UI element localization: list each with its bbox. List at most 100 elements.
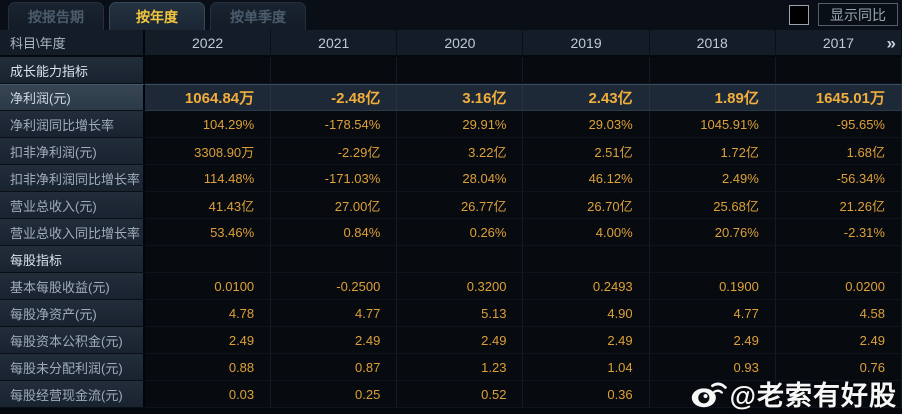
table-cell [145, 246, 272, 273]
table-cell [397, 57, 524, 84]
table-row-label[interactable]: 净利润(元) [0, 84, 145, 111]
table-cell [649, 246, 776, 273]
table-row-label[interactable]: 每股经营现金流(元) [0, 381, 145, 408]
table-cell [271, 246, 398, 273]
table-cell: 0.52 [397, 381, 524, 408]
table-cell [397, 246, 524, 273]
table-cell: 4.77 [649, 300, 776, 327]
more-columns-icon[interactable]: » [886, 33, 896, 52]
table-cell [271, 57, 398, 84]
table-row-label[interactable]: 营业总收入(元) [0, 192, 145, 219]
table-cell: 26.70亿 [523, 192, 650, 219]
table-cell: 2.49% [649, 165, 776, 192]
table-cell: -171.03% [271, 165, 398, 192]
year-column-header-2017[interactable]: 2017» [775, 30, 902, 57]
table-cell: 20.76% [649, 219, 776, 246]
table-row-label[interactable]: 每股资本公积金(元) [0, 327, 145, 354]
table-cell: 0.0100 [145, 273, 272, 300]
table-cell: 25.68亿 [649, 192, 776, 219]
table-cell: 4.58 [775, 300, 902, 327]
table-row-label[interactable]: 扣非净利润同比增长率 [0, 165, 145, 192]
table-cell: 0.03 [145, 381, 272, 408]
table-cell: 46.12% [523, 165, 650, 192]
table-cell: 1.23 [397, 354, 524, 381]
table-cell [775, 381, 902, 408]
table-cell: 2.43亿 [523, 84, 650, 111]
table-cell: 1064.84万 [145, 84, 272, 111]
table-cell [523, 57, 650, 84]
table-cell: -0.2500 [271, 273, 398, 300]
table-cell: 0.2493 [523, 273, 650, 300]
table-cell: 2.49 [523, 327, 650, 354]
tab-bar: 按报告期 按年度 按单季度 显示同比 [0, 0, 902, 30]
table-cell: 0.1900 [649, 273, 776, 300]
show-yoy-control: 显示同比 [789, 3, 898, 26]
table-cell: 4.90 [523, 300, 650, 327]
year-column-header-2020[interactable]: 2020 [397, 30, 524, 57]
table-row-label[interactable]: 净利润同比增长率 [0, 111, 145, 138]
table-cell [649, 381, 776, 408]
table-cell: 2.49 [145, 327, 272, 354]
table-row-label[interactable]: 营业总收入同比增长率 [0, 219, 145, 246]
table-cell: 4.00% [523, 219, 650, 246]
table-cell: 21.26亿 [775, 192, 902, 219]
table-cell: 29.91% [397, 111, 524, 138]
table-cell: 28.04% [397, 165, 524, 192]
table-cell: 0.25 [271, 381, 398, 408]
table-cell: 2.49 [397, 327, 524, 354]
corner-header: 科目\年度 [0, 30, 145, 57]
table-cell: 1.72亿 [649, 138, 776, 165]
year-column-header-2022[interactable]: 2022 [145, 30, 272, 57]
table-cell [775, 246, 902, 273]
table-cell: -178.54% [271, 111, 398, 138]
table-cell [649, 57, 776, 84]
tab-annual[interactable]: 按年度 [109, 2, 205, 30]
year-column-header-2021[interactable]: 2021 [271, 30, 398, 57]
table-cell: 26.77亿 [397, 192, 524, 219]
table-row-label[interactable]: 每股净资产(元) [0, 300, 145, 327]
table-cell [523, 246, 650, 273]
table-cell: 5.13 [397, 300, 524, 327]
table-cell: 53.46% [145, 219, 272, 246]
financial-table: 科目\年度 2022 2021 2020 2019 2018 2017» 成长能力指标 净利润(… [0, 30, 902, 408]
table-cell: 29.03% [523, 111, 650, 138]
table-cell: 4.77 [271, 300, 398, 327]
table-row-label[interactable]: 扣非净利润(元) [0, 138, 145, 165]
table-row-label[interactable]: 每股未分配利润(元) [0, 354, 145, 381]
table-cell: 0.3200 [397, 273, 524, 300]
table-cell: 2.51亿 [523, 138, 650, 165]
table-cell: 0.76 [775, 354, 902, 381]
table-cell: 0.0200 [775, 273, 902, 300]
section-row-label: 成长能力指标 [0, 57, 145, 84]
table-cell [145, 57, 272, 84]
table-cell: 104.29% [145, 111, 272, 138]
table-cell: 2.49 [271, 327, 398, 354]
year-column-header-2019[interactable]: 2019 [523, 30, 650, 57]
table-cell: 0.88 [145, 354, 272, 381]
table-cell: 3308.90万 [145, 138, 272, 165]
table-cell: -2.48亿 [271, 84, 398, 111]
table-cell: 1645.01万 [775, 84, 902, 111]
table-cell: 1.04 [523, 354, 650, 381]
table-cell: 114.48% [145, 165, 272, 192]
table-cell: 27.00亿 [271, 192, 398, 219]
table-cell: 0.84% [271, 219, 398, 246]
table-cell [775, 57, 902, 84]
tab-report-period[interactable]: 按报告期 [8, 2, 104, 30]
table-row-label[interactable]: 基本每股收益(元) [0, 273, 145, 300]
tab-quarterly[interactable]: 按单季度 [210, 2, 306, 30]
year-column-header-2018[interactable]: 2018 [649, 30, 776, 57]
table-cell: -2.29亿 [271, 138, 398, 165]
table-cell: -56.34% [775, 165, 902, 192]
table-cell: 0.93 [649, 354, 776, 381]
table-cell: 1.89亿 [649, 84, 776, 111]
table-cell: 2.49 [649, 327, 776, 354]
table-cell: 4.78 [145, 300, 272, 327]
table-cell: 3.22亿 [397, 138, 524, 165]
show-yoy-label[interactable]: 显示同比 [818, 3, 898, 26]
table-cell: 1.68亿 [775, 138, 902, 165]
table-cell: 41.43亿 [145, 192, 272, 219]
table-cell: 0.26% [397, 219, 524, 246]
show-yoy-checkbox[interactable] [789, 4, 809, 25]
